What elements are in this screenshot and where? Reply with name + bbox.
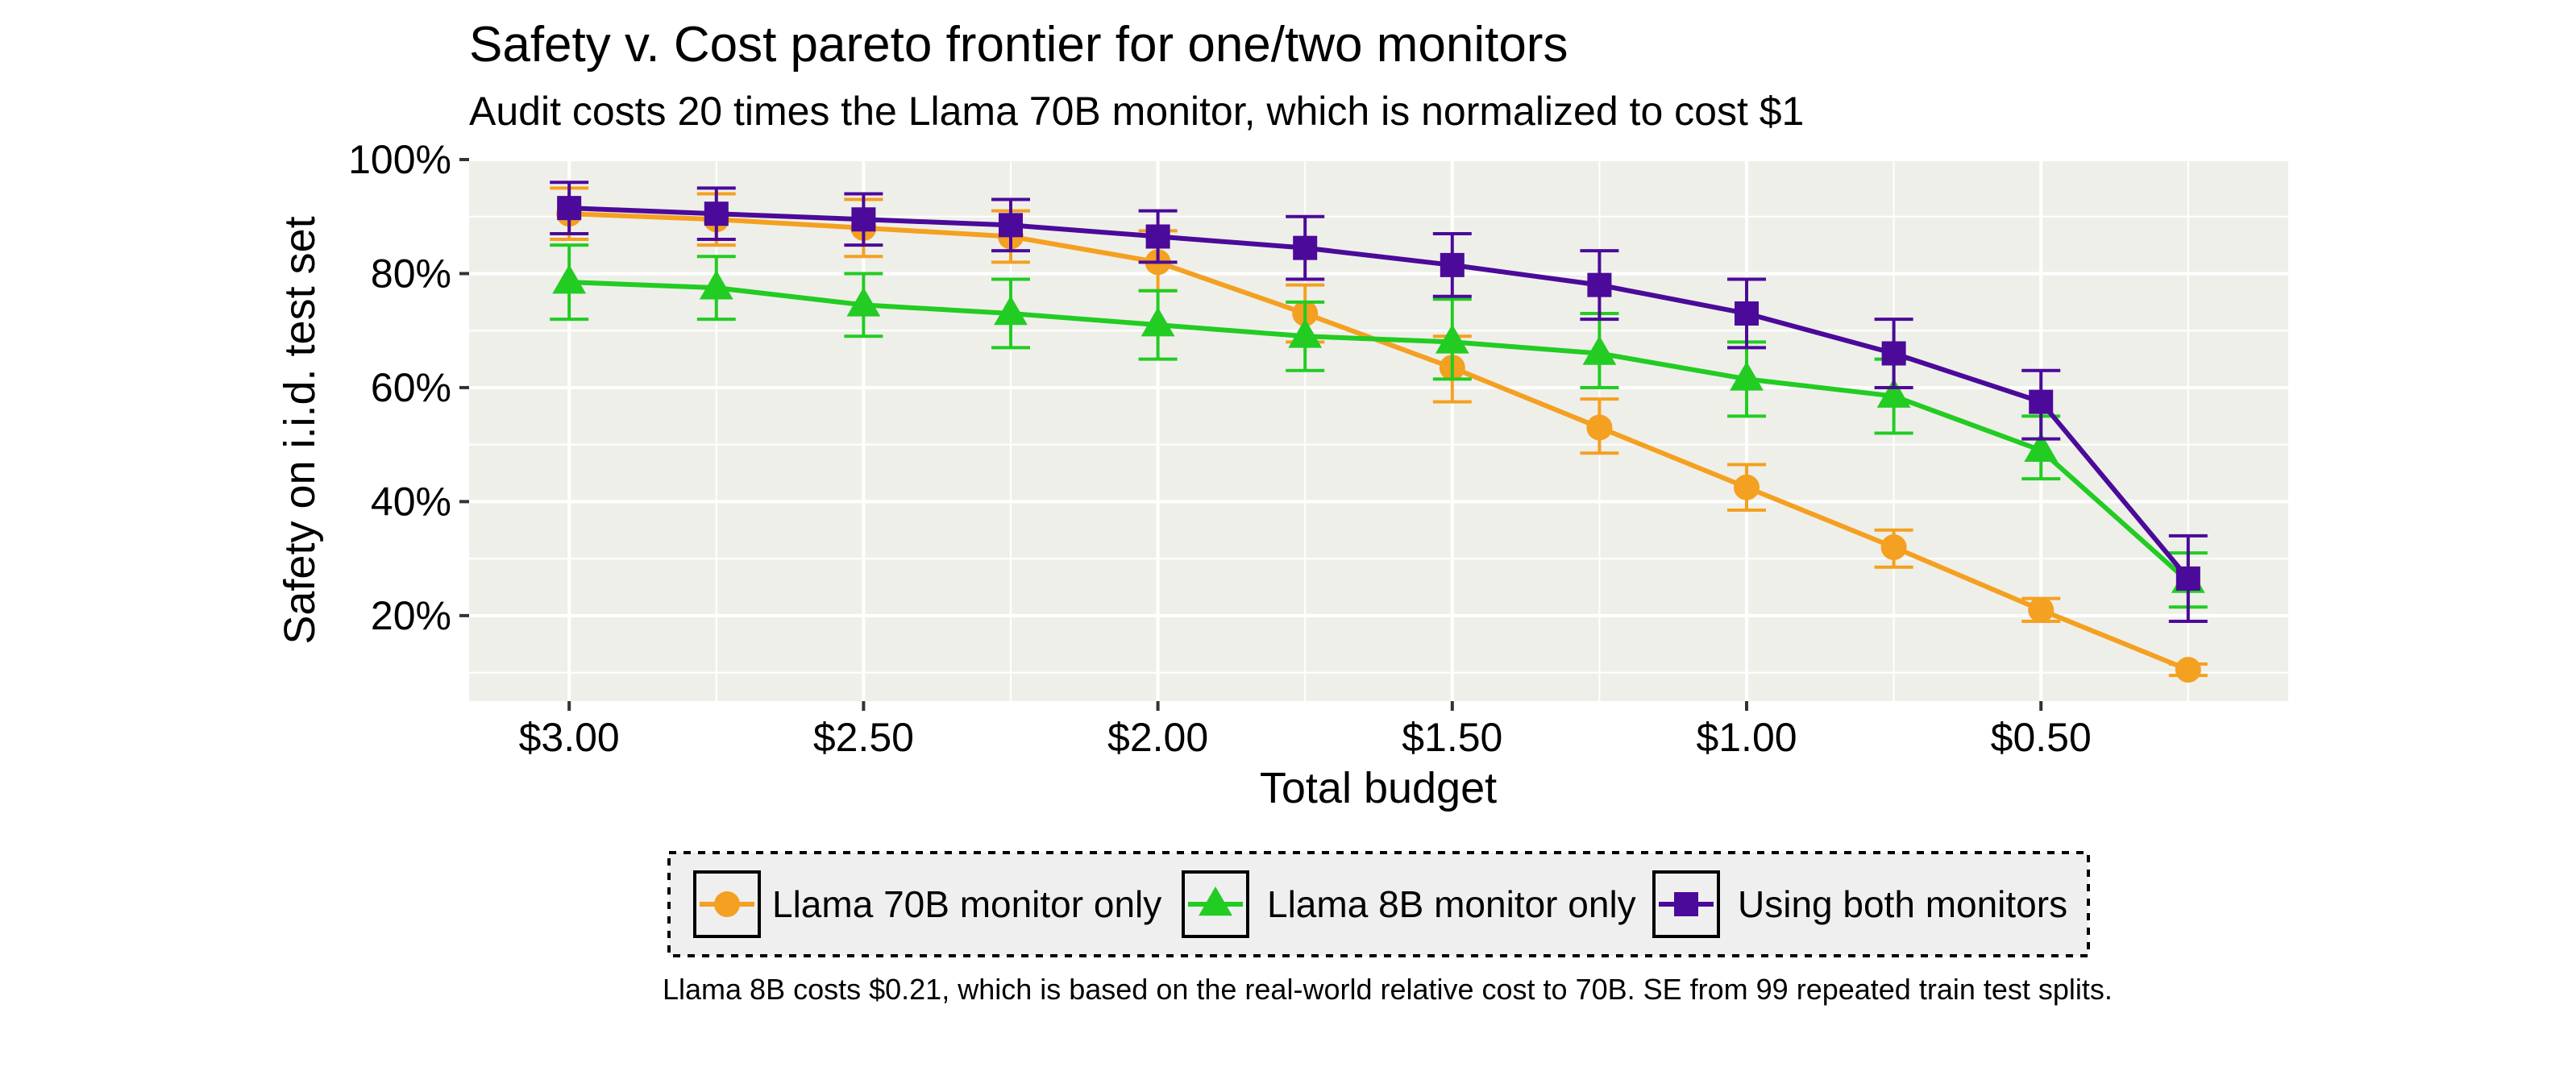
data-point [1587, 272, 1612, 297]
data-point [1582, 335, 1617, 365]
data-point [1288, 318, 1323, 348]
series-layer [550, 181, 2208, 683]
legend-label: Llama 70B monitor only [772, 883, 1161, 925]
legend: Llama 70B monitor only Llama 8B monitor o… [667, 851, 2090, 957]
data-point [846, 287, 881, 317]
y-tick-label: 20% [371, 593, 451, 638]
y-tick-label: 80% [371, 251, 451, 296]
legend-marker [714, 891, 740, 917]
legend-item: Llama 8B monitor only [1182, 870, 1636, 938]
data-point [1876, 378, 1911, 408]
chart-subtitle: Audit costs 20 times the Llama 70B monit… [469, 89, 1804, 134]
data-point [2028, 596, 2055, 623]
legend-label: Llama 8B monitor only [1267, 883, 1636, 925]
x-tick-label: $1.50 [1402, 715, 1502, 760]
data-point [2029, 389, 2054, 414]
x-axis-title: Total budget [1260, 764, 1497, 812]
x-axis: $3.00 $2.50 $2.00 $1.50 $1.00 $0.50 [519, 701, 2092, 760]
data-point [1881, 341, 1906, 366]
data-point [2175, 657, 2201, 683]
data-point [1145, 224, 1170, 249]
data-point [1586, 414, 1613, 441]
data-point [1440, 252, 1465, 277]
data-point [2024, 432, 2059, 463]
data-point [1293, 235, 1318, 260]
data-point [1435, 324, 1469, 354]
data-point [1880, 534, 1907, 561]
data-point [994, 295, 1028, 326]
y-axis-title: Safety on i.i.d. test set [276, 216, 324, 644]
y-axis: 20% 40% 60% 80% 100% [348, 137, 469, 638]
chart-title: Safety v. Cost pareto frontier for one/t… [469, 17, 1568, 73]
legend-marker [1199, 886, 1232, 916]
legend-item: Llama 70B monitor only [693, 870, 1161, 938]
y-tick-label: 40% [371, 479, 451, 524]
data-point [557, 196, 582, 221]
data-point [704, 201, 729, 226]
legend-item: Using both monitors [1652, 870, 2067, 938]
series-2 [550, 181, 2208, 623]
series-line [569, 280, 2190, 583]
data-point [851, 207, 876, 232]
x-tick-label: $2.00 [1107, 715, 1208, 760]
legend-marker [1674, 892, 1698, 916]
x-tick-label: $0.50 [1991, 715, 2092, 760]
data-point [1141, 307, 1175, 337]
data-point [2175, 566, 2200, 591]
legend-label: Using both monitors [1738, 883, 2067, 925]
y-tick-label: 60% [371, 365, 451, 410]
x-tick-label: $1.00 [1696, 715, 1797, 760]
data-point [552, 264, 587, 294]
data-point [699, 270, 733, 300]
series-line [569, 206, 2191, 580]
data-point [1730, 361, 1764, 391]
y-tick-label: 100% [348, 137, 451, 182]
data-point [998, 213, 1023, 238]
chart-caption: Llama 8B costs $0.21, which is based on … [663, 973, 2113, 1006]
x-tick-label: $3.00 [519, 715, 620, 760]
data-point [1734, 474, 1760, 500]
x-tick-label: $2.50 [813, 715, 914, 760]
plot-panel [469, 160, 2288, 701]
legend-box [667, 851, 2090, 957]
data-point [1735, 301, 1760, 326]
